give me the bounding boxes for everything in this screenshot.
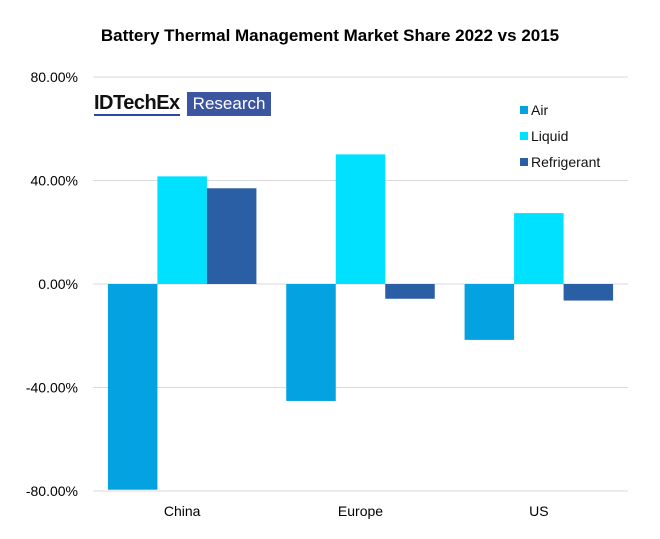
x-tick-label: China xyxy=(164,503,201,519)
legend-swatch xyxy=(520,158,528,166)
legend-swatch xyxy=(520,132,528,140)
bar-refrigerant-us xyxy=(563,284,614,301)
y-tick-label: 40.00% xyxy=(31,173,78,189)
legend-item-air: Air xyxy=(520,97,600,123)
legend-swatch xyxy=(520,106,528,114)
logo-tag: Research xyxy=(186,92,272,116)
y-tick-label: -80.00% xyxy=(26,483,78,499)
legend: Air Liquid Refrigerant xyxy=(520,97,600,175)
bar-air-europe xyxy=(286,284,336,401)
y-tick-label: -40.00% xyxy=(26,380,78,396)
idtechex-logo: IDTechEx Research xyxy=(94,92,272,116)
legend-item-liquid: Liquid xyxy=(520,123,600,149)
logo-brand: IDTechEx xyxy=(94,92,180,116)
x-tick-label: US xyxy=(529,503,548,519)
bar-liquid-us xyxy=(514,213,564,284)
bar-liquid-europe xyxy=(335,154,386,284)
bar-refrigerant-europe xyxy=(385,284,435,299)
x-tick-label: Europe xyxy=(338,503,383,519)
bar-air-china xyxy=(107,284,158,490)
bar-refrigerant-china xyxy=(206,188,257,284)
bar-liquid-china xyxy=(157,176,207,284)
y-tick-label: 0.00% xyxy=(38,276,78,292)
y-tick-label: 80.00% xyxy=(31,69,78,85)
chart-title: Battery Thermal Management Market Share … xyxy=(100,26,560,45)
bar-air-us xyxy=(464,284,515,340)
legend-item-refrigerant: Refrigerant xyxy=(520,149,600,175)
